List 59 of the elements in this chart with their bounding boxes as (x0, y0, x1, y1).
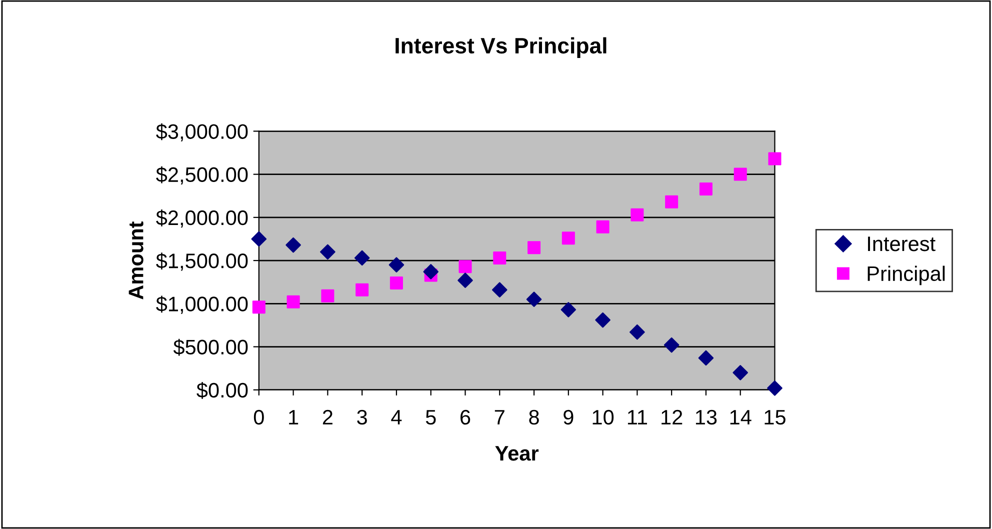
point (699, 182, 712, 196)
point (423, 264, 438, 280)
point (492, 282, 508, 298)
point (560, 302, 576, 318)
point (664, 337, 680, 353)
x-tick-label: 9 (564, 410, 574, 425)
point (767, 380, 782, 396)
y-tick-label: $1,500.00 (156, 252, 248, 271)
x-tick-label: 15 (764, 410, 786, 425)
x-tick-label: 1 (289, 410, 298, 424)
x-tick-label: 11 (628, 410, 647, 424)
point (630, 324, 645, 340)
chart-title: Interest Vs Principal (396, 37, 606, 58)
point (252, 300, 266, 314)
point (595, 312, 610, 328)
x-tick-label: 6 (460, 410, 470, 425)
x-tick-label: 14 (730, 410, 752, 424)
point (665, 195, 678, 208)
point (528, 241, 541, 254)
x-tick-label: 12 (662, 410, 682, 424)
x-tick-label: 0 (254, 410, 264, 425)
point (286, 237, 301, 253)
x-tick-label: 13 (696, 410, 717, 425)
point (286, 295, 300, 308)
x-axis-title: Year (495, 446, 539, 461)
point (251, 231, 267, 247)
point (321, 289, 334, 302)
point (562, 232, 575, 245)
y-tick-label: $2,500.00 (156, 166, 248, 185)
x-tick-label: 8 (529, 410, 539, 425)
y-tick-label: $2,000.00 (156, 210, 248, 228)
point (768, 152, 782, 166)
x-tick-label: 3 (357, 410, 367, 425)
legend-label: Principal (868, 266, 945, 286)
point (698, 350, 714, 366)
point (390, 276, 403, 290)
y-tick-label: $3,000.00 (156, 123, 248, 142)
point (732, 364, 748, 380)
point (354, 250, 370, 266)
point (493, 251, 506, 264)
point (526, 292, 542, 307)
x-tick-label: 10 (592, 410, 614, 425)
x-tick-label: 4 (391, 410, 402, 424)
y-axis-title: Amount (128, 221, 144, 300)
point (734, 168, 747, 181)
x-tick-label: 7 (494, 410, 504, 424)
point (320, 244, 336, 260)
point (356, 283, 369, 296)
point (630, 208, 644, 222)
y-tick-label: $0.00 (196, 382, 248, 399)
point (388, 257, 404, 272)
x-tick-label: 5 (426, 410, 436, 425)
point (596, 220, 610, 234)
y-tick-label: $500.00 (173, 338, 248, 356)
point (458, 272, 473, 288)
legend-label: Interest (868, 236, 936, 252)
point (458, 260, 472, 274)
y-tick-label: $1,000.00 (156, 296, 248, 314)
x-tick-label: 2 (322, 410, 332, 424)
